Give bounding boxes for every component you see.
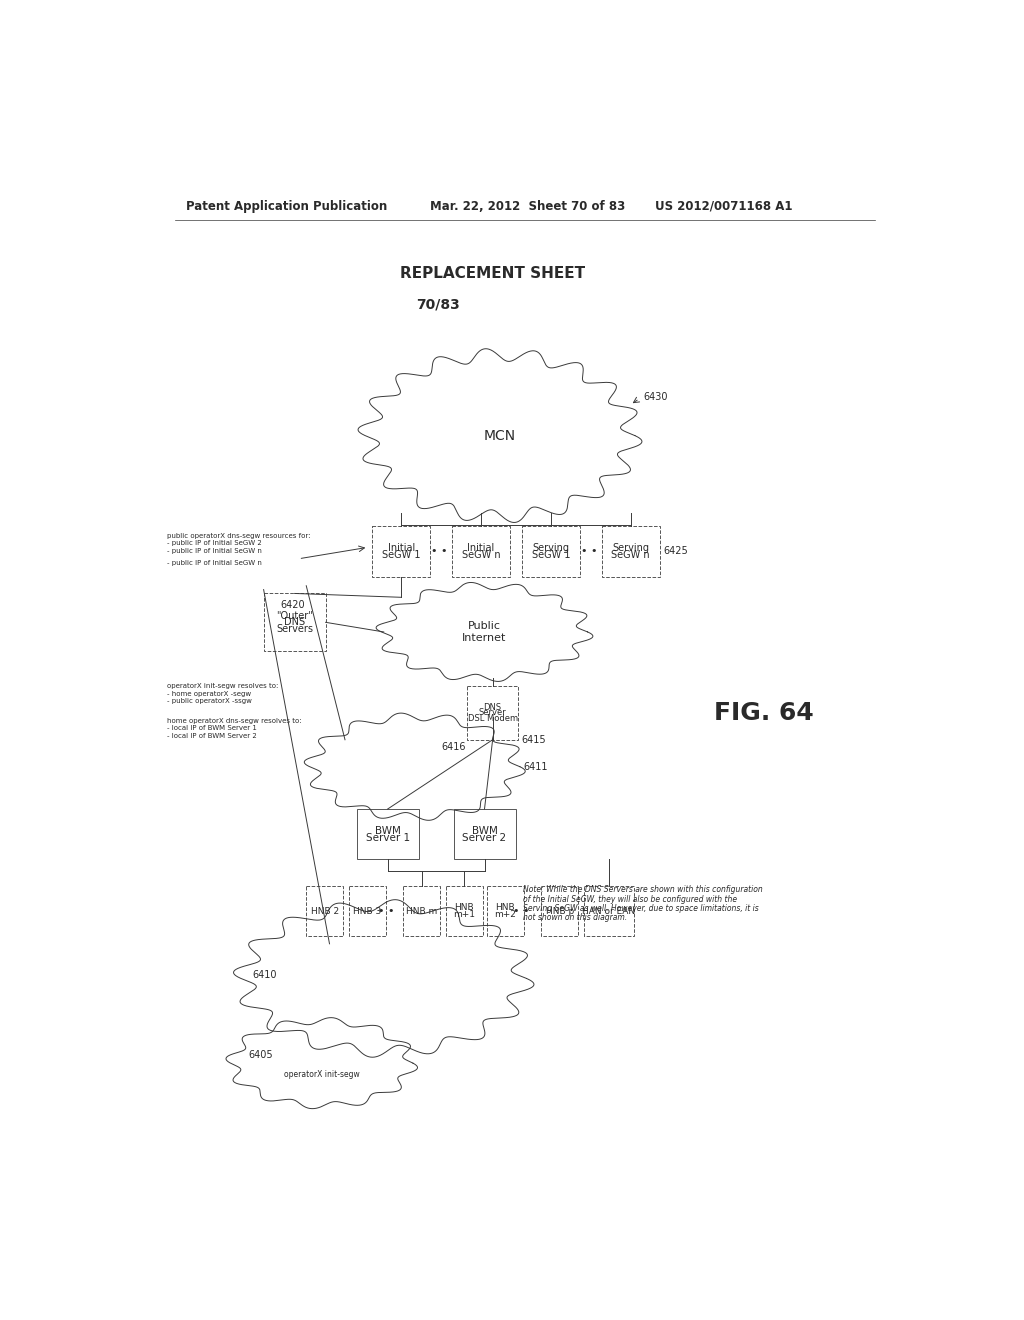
Bar bbox=[454, 809, 515, 859]
Text: Serving: Serving bbox=[532, 544, 569, 553]
Text: • •: • • bbox=[581, 546, 597, 557]
Text: - home operatorX -segw: - home operatorX -segw bbox=[167, 690, 251, 697]
Text: HAN or EAN: HAN or EAN bbox=[583, 907, 636, 916]
Bar bbox=[356, 809, 419, 859]
Text: not shown on this diagram.: not shown on this diagram. bbox=[523, 913, 628, 923]
Text: - local IP of BWM Server 1: - local IP of BWM Server 1 bbox=[167, 725, 257, 731]
Text: HNB p: HNB p bbox=[546, 907, 573, 916]
Text: m+1: m+1 bbox=[454, 909, 475, 919]
Bar bbox=[306, 886, 343, 936]
Text: HNB 3: HNB 3 bbox=[353, 907, 382, 916]
Text: Serving SeGW as well. However, due to space limitations, it is: Serving SeGW as well. However, due to sp… bbox=[523, 904, 759, 913]
Text: Serving: Serving bbox=[612, 544, 649, 553]
Text: Note: While the DNS Servers are shown with this configuration: Note: While the DNS Servers are shown wi… bbox=[523, 886, 763, 895]
Bar bbox=[452, 527, 510, 577]
Text: of the Initial SeGW, they will also be configured with the: of the Initial SeGW, they will also be c… bbox=[523, 895, 737, 904]
Text: 70/83: 70/83 bbox=[416, 298, 460, 312]
Bar bbox=[403, 886, 440, 936]
Text: Public
Internet: Public Internet bbox=[462, 622, 507, 643]
Bar bbox=[467, 686, 518, 739]
Text: "Outer": "Outer" bbox=[276, 611, 313, 620]
Text: - public IP of Initial SeGW n: - public IP of Initial SeGW n bbox=[167, 560, 261, 566]
Text: Initial: Initial bbox=[467, 544, 495, 553]
Text: 6411: 6411 bbox=[523, 762, 548, 772]
Text: Server 2: Server 2 bbox=[463, 833, 507, 842]
Text: HNB 2: HNB 2 bbox=[311, 907, 339, 916]
Text: SeGW 1: SeGW 1 bbox=[531, 549, 570, 560]
Bar bbox=[486, 886, 524, 936]
Text: Initial: Initial bbox=[387, 544, 415, 553]
Bar bbox=[584, 886, 634, 936]
Text: SeGW 1: SeGW 1 bbox=[382, 549, 421, 560]
Text: DNS: DNS bbox=[483, 702, 502, 711]
Text: Servers: Servers bbox=[276, 624, 313, 634]
Text: BWM: BWM bbox=[472, 825, 498, 836]
Bar bbox=[521, 527, 580, 577]
Text: HNB: HNB bbox=[455, 903, 474, 912]
Text: operatorX init-segw resolves to:: operatorX init-segw resolves to: bbox=[167, 682, 279, 689]
Text: US 2012/0071168 A1: US 2012/0071168 A1 bbox=[655, 199, 793, 213]
Text: - local IP of BWM Server 2: - local IP of BWM Server 2 bbox=[167, 733, 256, 739]
Bar bbox=[541, 886, 579, 936]
Text: SeGW n: SeGW n bbox=[611, 549, 650, 560]
Text: SeGW n: SeGW n bbox=[462, 549, 501, 560]
Bar bbox=[263, 594, 326, 651]
Text: MCN: MCN bbox=[484, 429, 516, 442]
Text: HNB: HNB bbox=[496, 903, 515, 912]
Text: Mar. 22, 2012  Sheet 70 of 83: Mar. 22, 2012 Sheet 70 of 83 bbox=[430, 199, 626, 213]
Bar bbox=[372, 527, 430, 577]
Text: 6416: 6416 bbox=[441, 742, 466, 752]
Text: DNS: DNS bbox=[284, 618, 305, 627]
Text: • •: • • bbox=[378, 906, 394, 916]
Text: FIG. 64: FIG. 64 bbox=[714, 701, 813, 725]
Text: • •: • • bbox=[431, 546, 447, 557]
Text: 6415: 6415 bbox=[521, 735, 547, 744]
Bar bbox=[349, 886, 386, 936]
Text: 6410: 6410 bbox=[252, 970, 276, 979]
Text: DSL Modem: DSL Modem bbox=[468, 714, 518, 723]
Text: HNB m: HNB m bbox=[407, 907, 437, 916]
Text: • •: • • bbox=[513, 906, 530, 916]
Text: 6430: 6430 bbox=[643, 392, 668, 403]
Text: 6405: 6405 bbox=[248, 1051, 272, 1060]
Text: - public IP of Initial SeGW 2: - public IP of Initial SeGW 2 bbox=[167, 540, 261, 546]
Text: REPLACEMENT SHEET: REPLACEMENT SHEET bbox=[399, 267, 585, 281]
Text: home operatorX dns-segw resolves to:: home operatorX dns-segw resolves to: bbox=[167, 718, 301, 723]
Text: m+2: m+2 bbox=[495, 909, 516, 919]
Text: 6420: 6420 bbox=[280, 601, 304, 610]
Text: Server: Server bbox=[479, 709, 507, 717]
Bar bbox=[601, 527, 659, 577]
Text: Server 1: Server 1 bbox=[366, 833, 410, 842]
Bar bbox=[445, 886, 483, 936]
Text: - public operatorX -ssgw: - public operatorX -ssgw bbox=[167, 698, 252, 705]
Text: Patent Application Publication: Patent Application Publication bbox=[186, 199, 387, 213]
Text: 6425: 6425 bbox=[664, 546, 688, 557]
Text: operatorX init-segw: operatorX init-segw bbox=[284, 1071, 359, 1080]
Text: public operatorX dns-segw resources for:: public operatorX dns-segw resources for: bbox=[167, 533, 310, 539]
Text: BWM: BWM bbox=[375, 825, 400, 836]
Text: - public IP of Initial SeGW n: - public IP of Initial SeGW n bbox=[167, 548, 261, 554]
